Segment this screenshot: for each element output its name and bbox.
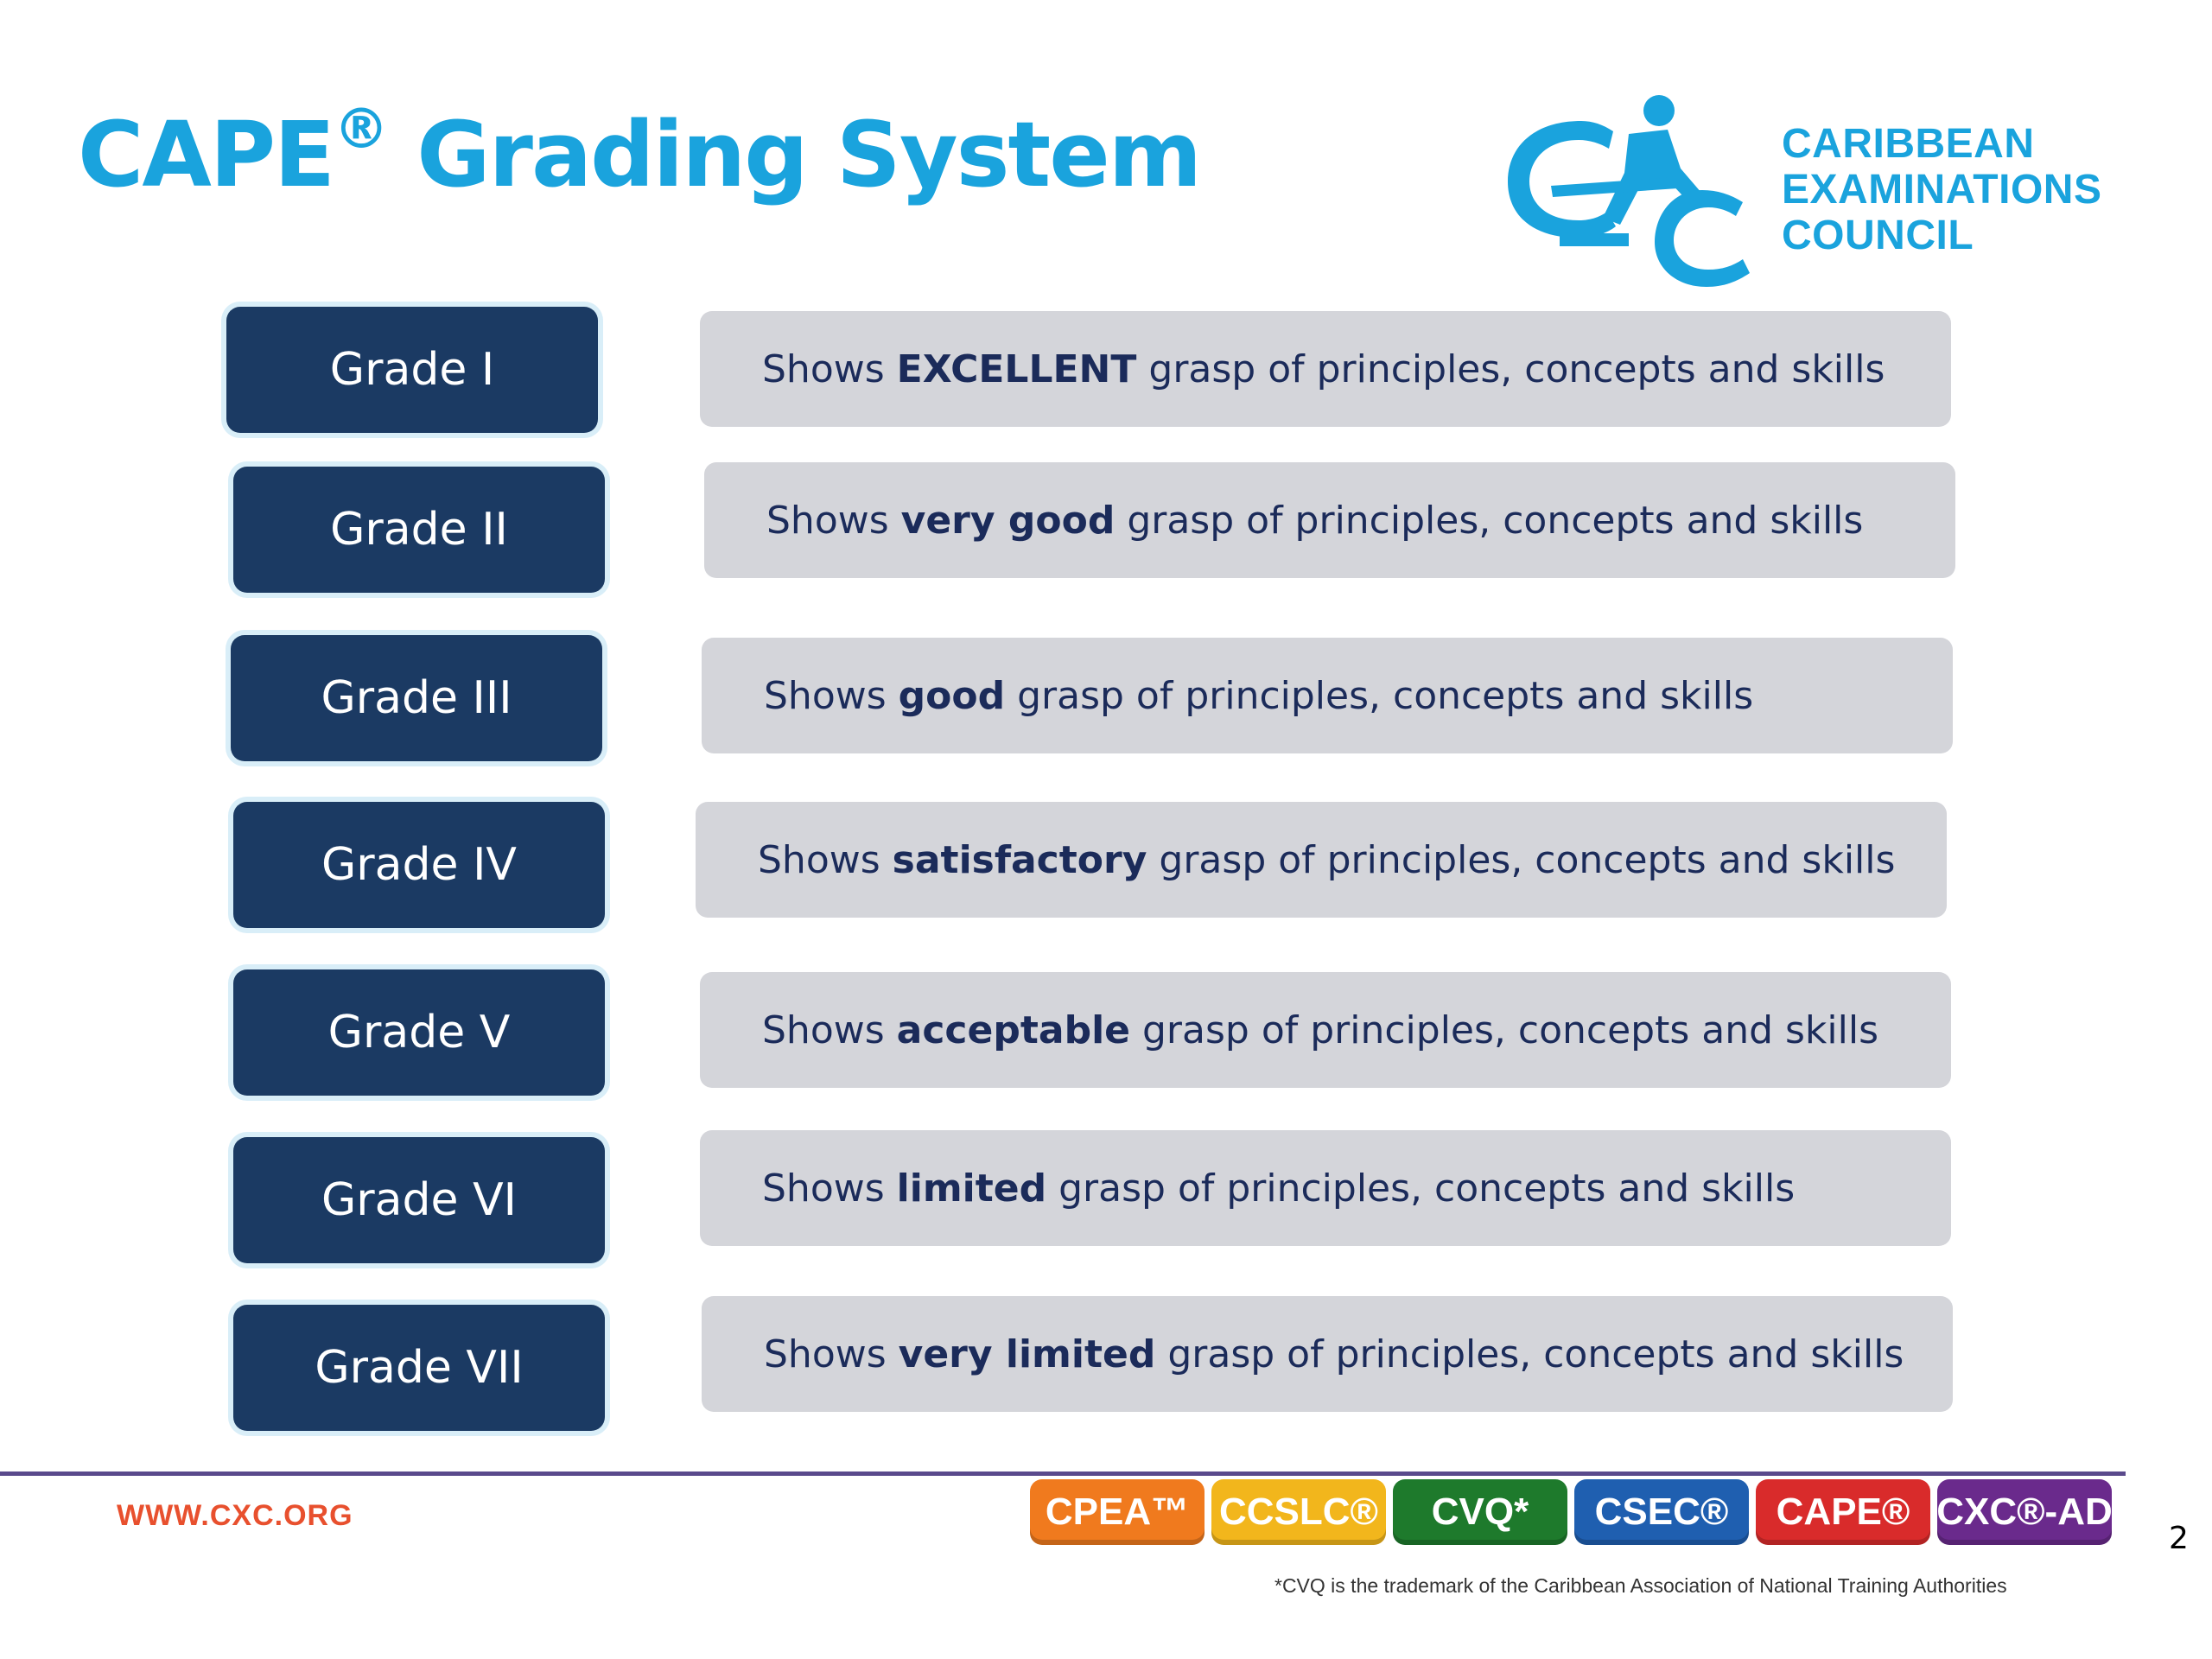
description-emphasis: limited bbox=[896, 1166, 1047, 1211]
description-suffix: grasp of principles, concepts and skills bbox=[1148, 346, 1885, 391]
badge-cxc-ad: CXC®-AD bbox=[1936, 1479, 2113, 1545]
description-prefix: Shows bbox=[762, 1007, 885, 1052]
logo-line-2: EXAMINATIONS bbox=[1782, 167, 2102, 213]
description-suffix: grasp of principles, concepts and skills bbox=[1058, 1166, 1796, 1211]
badge-ccslc: CCSLC® bbox=[1211, 1479, 1386, 1545]
badge-cpea: CPEA™ bbox=[1030, 1479, 1205, 1545]
description-emphasis: good bbox=[898, 673, 1006, 718]
description-emphasis: very limited bbox=[898, 1332, 1156, 1376]
grade-box-4: Grade IV bbox=[233, 802, 605, 928]
page-title: CAPE® Grading System bbox=[78, 98, 1202, 207]
description-prefix: Shows bbox=[762, 346, 885, 391]
grade-description-3: Shows good grasp of principles, concepts a… bbox=[702, 638, 1953, 753]
description-emphasis: EXCELLENT bbox=[896, 346, 1137, 391]
title-cape: CAPE bbox=[78, 102, 335, 207]
badge-csec: CSEC® bbox=[1574, 1479, 1749, 1545]
grade-box-1: Grade I bbox=[226, 307, 598, 433]
description-emphasis: satisfactory bbox=[892, 837, 1147, 882]
grade-box-5: Grade V bbox=[233, 969, 605, 1096]
logo-line-3: COUNCIL bbox=[1782, 213, 1974, 258]
grade-description-1: Shows EXCELLENT grasp of principles, conce… bbox=[700, 311, 1951, 427]
description-prefix: Shows bbox=[758, 837, 880, 882]
badge-cvq: CVQ* bbox=[1393, 1479, 1567, 1545]
page-number: 2 bbox=[2169, 1521, 2189, 1556]
description-prefix: Shows bbox=[766, 498, 889, 543]
description-prefix: Shows bbox=[764, 673, 887, 718]
grade-description-2: Shows very good grasp of principles, conce… bbox=[704, 462, 1955, 578]
grade-description-5: Shows acceptable grasp of principles, conc… bbox=[700, 972, 1951, 1088]
description-emphasis: acceptable bbox=[896, 1007, 1130, 1052]
footnote: *CVQ is the trademark of the Caribbean A… bbox=[1274, 1574, 2007, 1597]
grade-description-7: Shows very limited grasp of principles, co… bbox=[702, 1296, 1953, 1412]
grade-box-2: Grade II bbox=[233, 467, 605, 593]
description-suffix: grasp of principles, concepts and skills bbox=[1159, 837, 1896, 882]
exam-badges: CPEA™ CCSLC® CVQ* CSEC® CAPE® CXC®-AD bbox=[1030, 1479, 2113, 1545]
grade-description-4: Shows satisfactory grasp of principles, co… bbox=[696, 802, 1947, 918]
footer-divider bbox=[0, 1471, 2126, 1476]
grade-description-6: Shows limited grasp of principles, concept… bbox=[700, 1130, 1951, 1246]
description-suffix: grasp of principles, concepts and skills bbox=[1017, 673, 1754, 718]
grade-box-7: Grade VII bbox=[233, 1305, 605, 1431]
description-prefix: Shows bbox=[762, 1166, 885, 1211]
website-link[interactable]: WWW.CXC.ORG bbox=[117, 1499, 353, 1532]
description-suffix: grasp of principles, concepts and skills bbox=[1127, 498, 1864, 543]
description-prefix: Shows bbox=[764, 1332, 887, 1376]
title-rest: Grading System bbox=[416, 102, 1202, 207]
grade-box-6: Grade VI bbox=[233, 1137, 605, 1263]
registered-mark: ® bbox=[334, 98, 389, 162]
description-suffix: grasp of principles, concepts and skills bbox=[1142, 1007, 1879, 1052]
badge-cape: CAPE® bbox=[1756, 1479, 1930, 1545]
logo-text: CARIBBEAN EXAMINATIONS COUNCIL bbox=[1782, 121, 2101, 258]
logo-line-1: CARIBBEAN bbox=[1782, 121, 2035, 167]
description-suffix: grasp of principles, concepts and skills bbox=[1167, 1332, 1904, 1376]
description-emphasis: very good bbox=[900, 498, 1116, 543]
grade-box-3: Grade III bbox=[231, 635, 602, 761]
cxc-logo-icon bbox=[1508, 95, 1750, 287]
